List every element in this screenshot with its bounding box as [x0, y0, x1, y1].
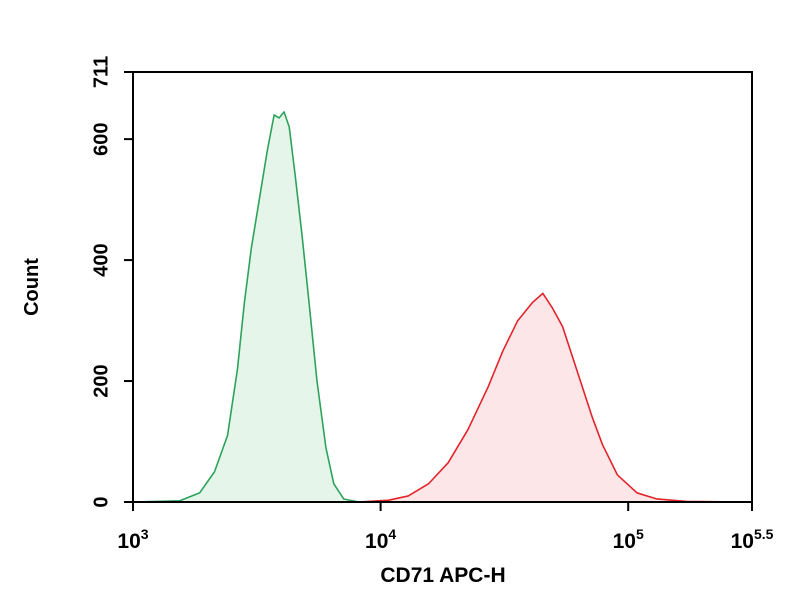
x-tick-label: 103 — [117, 526, 148, 553]
x-tick-label: 105.5 — [731, 526, 774, 553]
tick-base: 10 — [117, 530, 140, 553]
tick-exponent: 4 — [388, 526, 396, 542]
y-tick-label: 200 — [90, 364, 112, 397]
histogram-area — [358, 292, 750, 503]
y-axis-title: Count — [21, 258, 43, 316]
tick-exponent: 5 — [636, 526, 644, 542]
tick-exponent: 5.5 — [754, 526, 774, 542]
tick-base: 10 — [365, 530, 388, 553]
x-tick-label: 105 — [613, 526, 644, 553]
y-tick-label: 400 — [90, 243, 112, 276]
tick-exponent: 3 — [141, 526, 149, 542]
histogram-area — [132, 111, 360, 503]
y-tick-label: 0 — [90, 496, 112, 507]
tick-base: 10 — [613, 530, 636, 553]
x-tick-label: 104 — [365, 526, 396, 553]
x-axis-title: CD71 APC-H — [380, 564, 505, 587]
plot-frame — [132, 71, 753, 503]
y-tick-label: 711 — [90, 56, 112, 88]
tick-base: 10 — [731, 530, 754, 553]
y-tick-label: 600 — [90, 122, 112, 155]
